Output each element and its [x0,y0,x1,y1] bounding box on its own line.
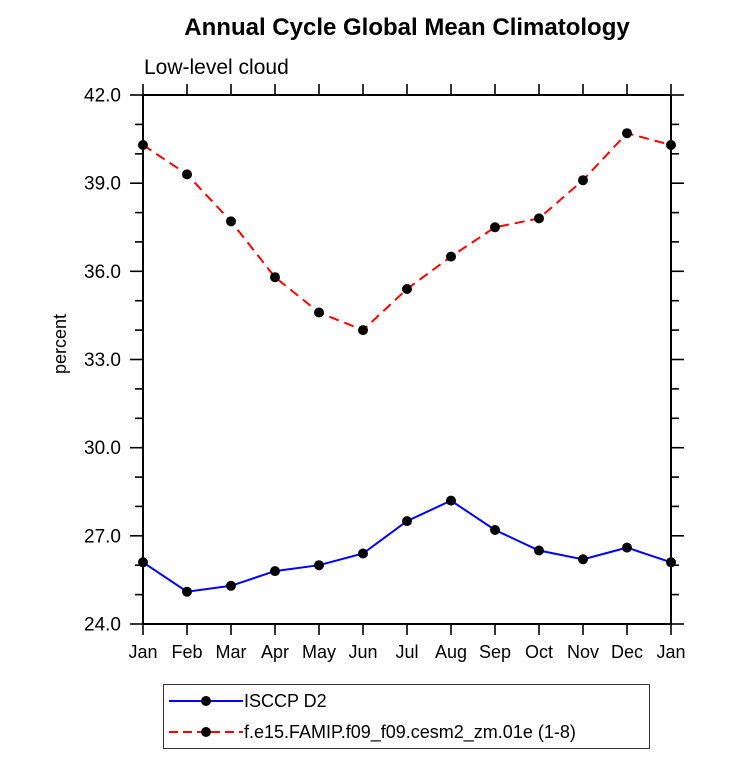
x-tick-label: Sep [479,642,511,662]
data-point-marker[interactable] [446,495,456,506]
plot-frame [142,94,672,625]
x-tick-label: Nov [567,642,599,662]
data-point-marker[interactable] [622,128,632,139]
y-tick-label: 39.0 [84,174,121,195]
data-point-marker[interactable] [622,542,632,553]
legend-solid-line-sample [169,696,243,706]
data-point-marker[interactable] [490,525,500,535]
legend-sample-marker [201,696,211,706]
data-point-marker[interactable] [666,557,676,568]
data-point-marker[interactable] [138,557,148,568]
legend-label-isccp: ISCCP D2 [244,690,327,711]
legend-item-famip[interactable]: f.e15.FAMIP.f09_f09.cesm2_zm.01e (1-8) [164,717,649,748]
legend-box: ISCCP D2 f.e15.FAMIP.f09_f09.cesm2_zm.01… [163,684,650,749]
data-point-marker[interactable] [358,548,368,559]
y-tick-label: 27.0 [84,526,121,547]
data-point-marker[interactable] [490,222,500,233]
x-tick-label: May [302,642,336,662]
data-point-marker[interactable] [226,216,236,227]
data-point-marker[interactable] [534,213,544,224]
x-tick-label: Dec [611,642,643,662]
data-point-marker[interactable] [666,140,676,150]
data-point-marker[interactable] [578,554,588,565]
y-tick-label: 33.0 [84,350,121,371]
data-point-marker[interactable] [314,307,324,318]
y-tick-label: 36.0 [84,262,121,283]
data-point-marker[interactable] [182,169,192,180]
chart-subtitle: Low-level cloud [144,56,289,79]
x-tick-label: Jan [128,642,157,662]
y-tick-label: 42.0 [84,86,121,107]
legend-item-isccp[interactable]: ISCCP D2 [164,686,649,717]
data-point-marker[interactable] [270,272,280,283]
data-point-marker[interactable] [226,580,236,591]
plot-canvas: Jan Feb Mar Apr May Jun Jul Aug Sep Oct Nov Dec Jan 2… [84,84,686,662]
x-tick-label: Aug [435,642,467,662]
y-tick-label: 30.0 [84,438,121,459]
legend-label-famip: f.e15.FAMIP.f09_f09.cesm2_zm.01e (1-8) [244,721,576,742]
series-line-1[interactable] [142,132,672,332]
data-point-marker[interactable] [182,586,192,597]
x-tick-label: Jan [656,642,685,662]
y-tick-label: 24.0 [84,615,121,636]
x-tick-label: Jul [395,642,418,662]
x-tick-label: Oct [525,642,553,662]
data-point-marker[interactable] [534,545,544,556]
data-point-marker[interactable] [578,175,588,186]
legend-sample-marker [201,727,211,737]
data-point-marker[interactable] [138,140,148,150]
data-point-marker[interactable] [314,560,324,571]
data-point-marker[interactable] [446,251,456,262]
legend-dashed-line-sample [169,727,243,737]
data-point-marker[interactable] [402,284,412,294]
chart-title: Annual Cycle Global Mean Climatology [184,14,630,41]
x-tick-label: Jun [348,642,377,662]
series-line-0[interactable] [142,499,672,593]
data-point-marker[interactable] [270,566,280,577]
x-tick-label: Apr [261,642,289,662]
x-tick-label: Mar [216,642,247,662]
data-point-marker[interactable] [402,516,412,527]
data-point-marker[interactable] [358,325,368,336]
x-tick-label: Feb [171,642,202,662]
